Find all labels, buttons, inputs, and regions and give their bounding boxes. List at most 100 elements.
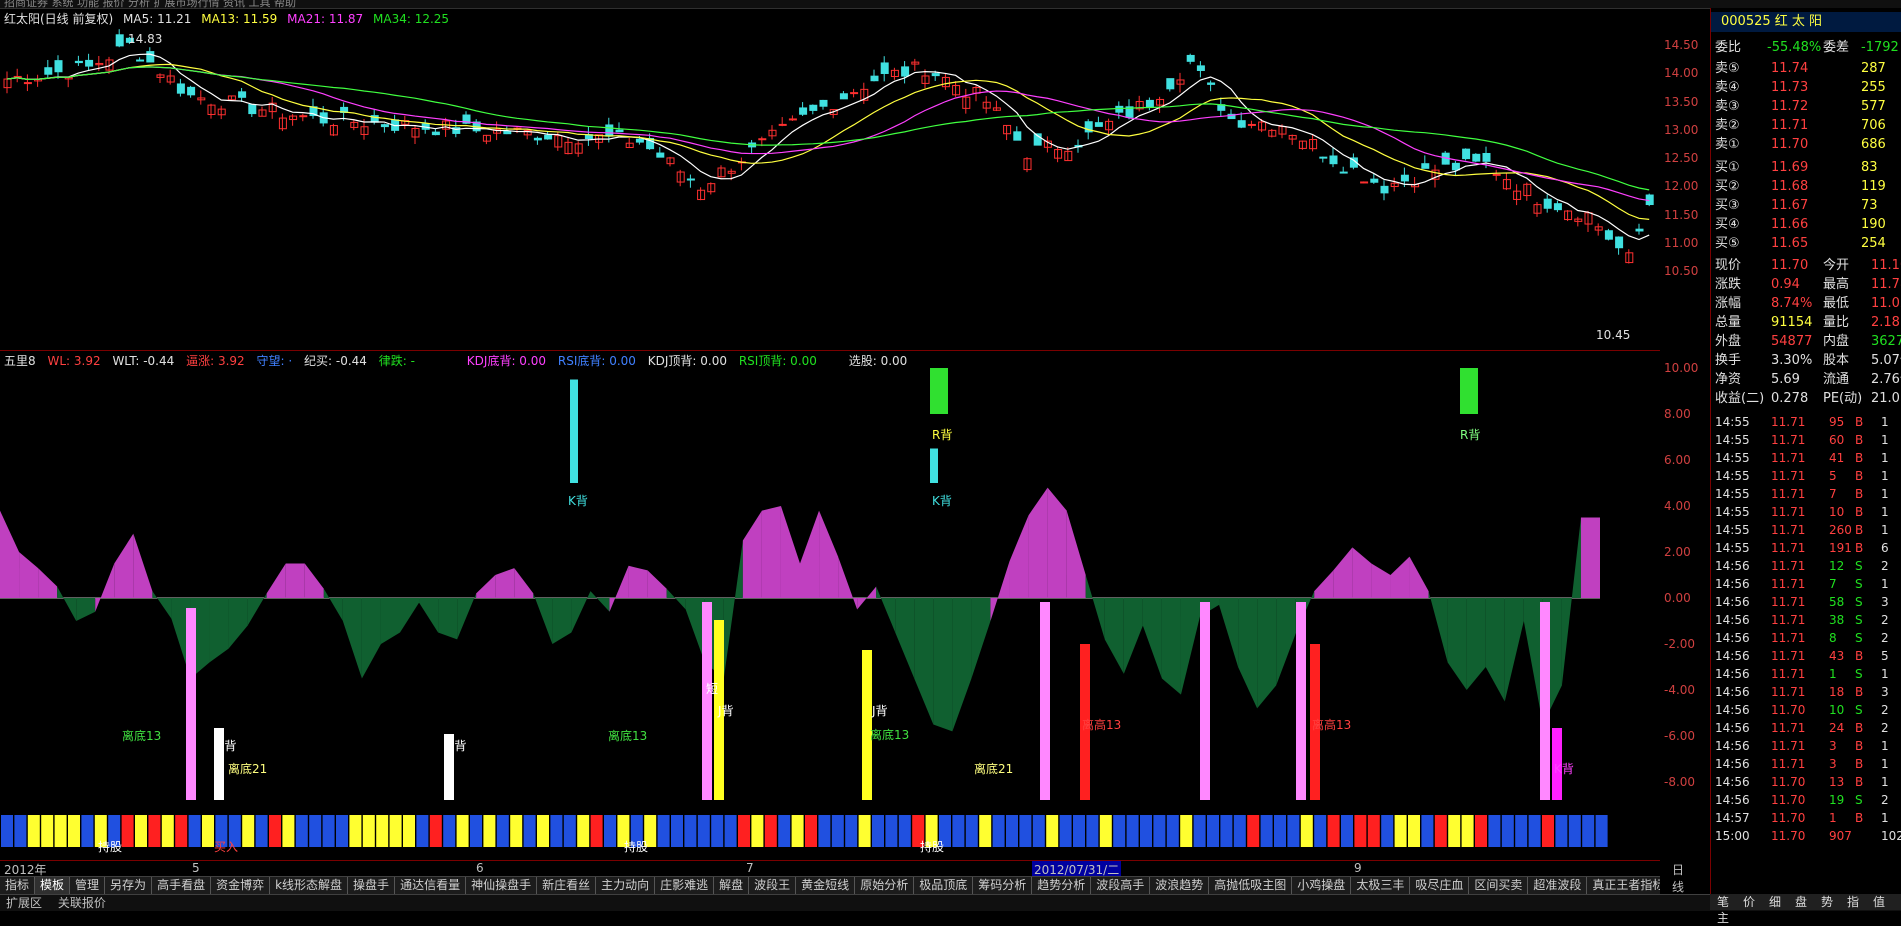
indicator-chart[interactable] [0,350,1660,852]
candle-body [1390,182,1399,188]
tick-row: 14:56 11.71 12 S 2 [1711,557,1901,575]
tick-cell: 14:56 [1715,559,1750,573]
tick-row: 14:56 11.71 3 B 1 [1711,755,1901,773]
expand-area-button[interactable]: 扩展区 [6,896,43,910]
stats-row: 涨跌 0.94 最高 11.78 [1711,275,1901,294]
indicator-tab-19[interactable]: 趋势分析 [1032,877,1092,894]
indicator-tab-17[interactable]: 极品顶底 [914,877,974,894]
indicator-tab-27[interactable]: 超准波段 [1528,877,1588,894]
state-block [362,815,375,847]
candle-body [1513,190,1522,200]
quote-cell: 11.02 [1871,296,1901,311]
candle-body [686,178,695,181]
indicator-tab-12[interactable]: 庄影难逃 [655,877,715,894]
indicator-area [1466,598,1486,690]
state-block [577,815,590,847]
indicator-tab-25[interactable]: 吸尽庄血 [1410,877,1470,894]
state-block [872,815,884,847]
menu-text[interactable]: 招商证券 系统 功能 报价 分析 扩展市场行情 资讯 工具 帮助 [4,0,296,9]
indicator-area [1314,570,1334,598]
indicator-tab-2[interactable]: 管理 [70,877,106,894]
menu-bar[interactable]: 招商证券 系统 功能 报价 分析 扩展市场行情 资讯 工具 帮助 [0,0,1901,9]
indicator-tab-28[interactable]: 真正王者指标 [1587,877,1660,894]
indicator-area [952,598,972,732]
quote-cell: 股本 [1823,353,1850,368]
quote-tab-0[interactable]: 笔 [1716,895,1729,909]
state-block [1394,815,1407,847]
main-kline-chart[interactable] [0,8,1660,351]
tick-cell: 11.71 [1771,685,1806,699]
indicator-tab-5[interactable]: 资金博弈 [211,877,271,894]
indicator-tab-21[interactable]: 波浪趋势 [1150,877,1210,894]
ind-tick-1: 8.00 [1664,407,1691,421]
signal-column [1200,602,1210,800]
indicator-tab-22[interactable]: 高抛低吸主图 [1209,877,1293,894]
indicator-tab-16[interactable]: 原始分析 [855,877,915,894]
state-block [121,815,134,847]
ma5-value: MA5: 11.21 [123,12,192,26]
indicator-tab-7[interactable]: 操盘手 [348,877,396,894]
indicator-tab-1[interactable]: 模板 [35,877,71,894]
candle-body [625,142,634,149]
indicator-area [1066,510,1086,598]
state-block [1568,815,1581,847]
label-mr: 买入 [214,840,239,854]
indicator-tab-18[interactable]: 筹码分析 [973,877,1033,894]
state-block [255,815,268,847]
buy-level-row: 买⑤ 11.65 254 [1711,234,1901,253]
quote-tab-6[interactable]: 值 [1872,895,1885,909]
tick-cell: 14:56 [1715,613,1750,627]
cursor-date: 2012/07/31/二 [1032,861,1122,878]
indicator-tab-9[interactable]: 神仙操盘手 [466,877,538,894]
tick-cell: 11.71 [1771,415,1806,429]
indicator-tab-26[interactable]: 区间买卖 [1469,877,1529,894]
quote-tab-4[interactable]: 势 [1820,895,1833,909]
indicator-area [800,510,820,598]
indicator-tab-13[interactable]: 解盘 [714,877,750,894]
indicator-tab-24[interactable]: 太极三丰 [1351,877,1411,894]
quote-tab-2[interactable]: 细 [1768,895,1781,909]
indicator-area [628,565,648,598]
indicator-area [1104,598,1124,674]
state-block [470,815,482,847]
candle-body [952,85,961,96]
indicator-tab-14[interactable]: 波段王 [749,877,797,894]
quote-tab-3[interactable]: 盘 [1794,895,1807,909]
state-block [671,815,683,847]
price-tick-6: 11.50 [1664,207,1699,222]
quote-tab-5[interactable]: 指 [1846,895,1859,909]
candle-body [207,104,216,115]
indicator-tab-3[interactable]: 另存为 [105,877,153,894]
indicator-tab-6[interactable]: k线形态解盘 [270,877,349,894]
indicator-tab-8[interactable]: 通达信看量 [395,877,467,894]
quote-cell: 11.69 [1771,160,1809,175]
state-block [188,815,201,847]
indicator-tab-4[interactable]: 高手看盘 [152,877,212,894]
period-label[interactable]: 日线 [1672,863,1685,894]
candle-body [1023,158,1032,171]
tick-cell: 11.71 [1771,757,1806,771]
indicator-tab-20[interactable]: 波段高手 [1091,877,1151,894]
indicator-tab-15[interactable]: 黄金短线 [796,877,856,894]
indicator-tab-23[interactable]: 小鸡操盘 [1292,877,1352,894]
quote-cell: 54877 [1771,334,1813,349]
tick-cell: 14:57 [1715,811,1750,825]
candle-body [1615,236,1624,249]
indicator-area [57,586,77,621]
indicator-area [933,598,953,732]
candle-body [1400,174,1409,182]
tick-cell: 10 [1829,505,1845,519]
candle-body [931,73,940,77]
high-price-label: 14.83 [128,32,163,46]
indicator-tab-0[interactable]: 指标 [0,877,36,894]
quote-tab-7[interactable]: 主 [1716,911,1729,925]
state-block [1086,815,1099,847]
candle-body [1084,121,1093,133]
linked-quote-button[interactable]: 关联报价 [57,896,106,910]
indicator-tab-10[interactable]: 新庄看丝 [537,877,597,894]
quote-tab-1[interactable]: 价 [1742,895,1755,909]
indicator-tab-11[interactable]: 主力动向 [596,877,656,894]
tick-cell: 14:56 [1715,595,1750,609]
indicator-area [761,506,781,598]
quote-cell: 最高 [1823,277,1850,292]
